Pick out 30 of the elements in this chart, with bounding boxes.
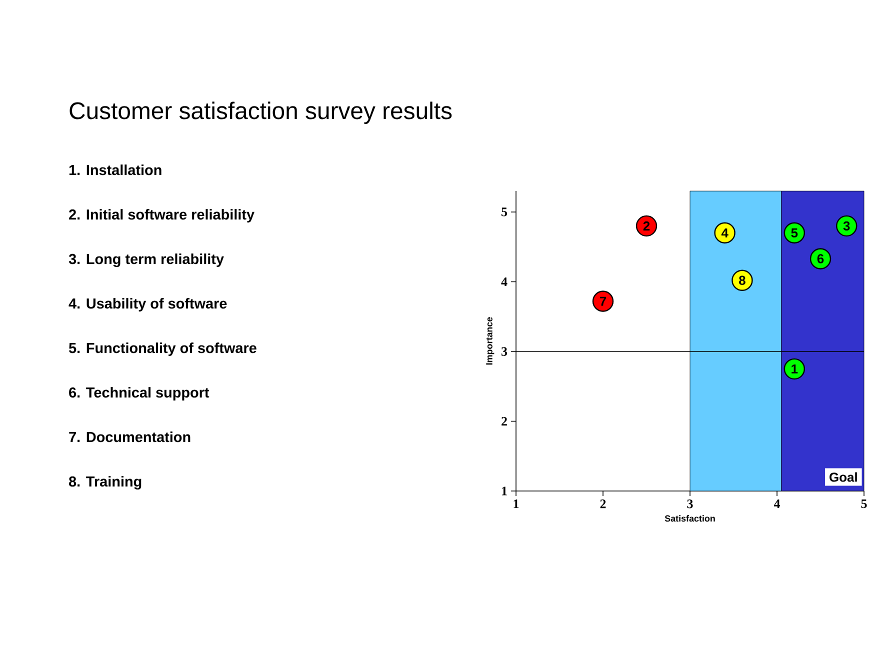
y-tick-label: 2: [502, 416, 507, 426]
text: 1. Installation: [69, 164, 162, 176]
text: 2. Initial software reliability: [69, 209, 254, 222]
text: Customer satisfaction survey results: [70, 102, 452, 124]
annotation: 2: [643, 221, 650, 230]
text: 5. Functionality of software: [68, 342, 256, 356]
y-tick-label: 4: [501, 277, 508, 286]
text: 4. Usability of software: [68, 298, 227, 312]
y-tick-label: 1: [502, 486, 507, 496]
x-tick-label: 1: [514, 500, 519, 508]
annotation: 6: [817, 254, 824, 264]
annotation: 5: [791, 228, 798, 238]
annotation: 8: [739, 276, 746, 285]
x-tick-label: 3: [687, 500, 693, 508]
annotation: 7: [600, 296, 606, 306]
annotation: 3: [843, 221, 850, 231]
band-label: Goal: [830, 472, 857, 482]
y-axis-title: Importance: [486, 317, 494, 365]
y-tick-label: 3: [502, 347, 508, 356]
x-tick-label: 4: [774, 500, 780, 508]
x-tick-label: 2: [600, 500, 606, 508]
annotation: 4: [721, 228, 728, 238]
text: 6. Technical support: [69, 387, 210, 400]
y-tick-label: 5: [502, 208, 508, 216]
text: 7. Documentation: [69, 432, 190, 442]
text: 3. Long term reliability: [68, 254, 224, 268]
text: 8. Training: [68, 476, 142, 490]
x-tick-label: 5: [861, 500, 867, 508]
annotation: 1: [792, 364, 798, 374]
x-axis-title: Satisfaction: [664, 515, 715, 522]
